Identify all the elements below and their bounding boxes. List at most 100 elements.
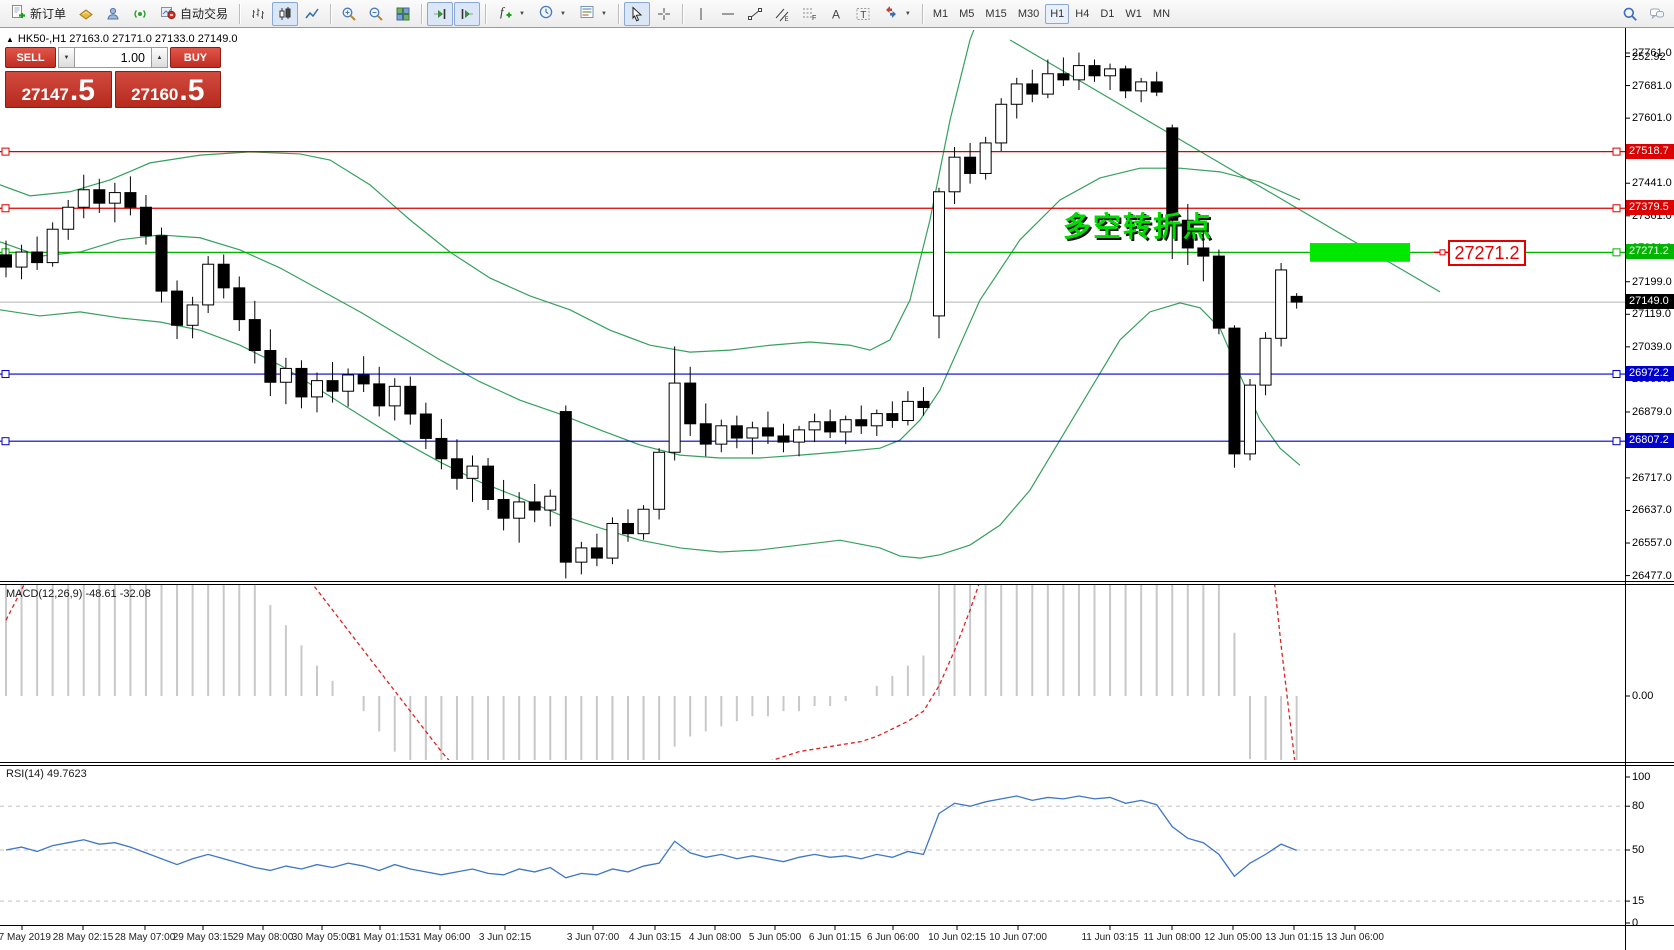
volume-increase-button[interactable]: ▲ — [151, 47, 168, 68]
level-price-label: 26972.2 — [1626, 366, 1674, 382]
volume-stepper: ▼ 1.00 ▲ — [58, 47, 168, 68]
toolbar-separator — [921, 3, 923, 24]
trendline-icon — [747, 6, 763, 22]
zoom-out-button[interactable] — [363, 2, 389, 26]
svg-text:F: F — [812, 15, 816, 22]
sell-price-fraction: .5 — [69, 74, 95, 107]
level-price-label: 27518.7 — [1626, 143, 1674, 159]
timeframe-m30[interactable]: M30 — [1013, 4, 1044, 24]
time-tick: 13 Jun 01:15 — [1265, 932, 1323, 943]
time-tick: 10 Jun 02:15 — [928, 932, 986, 943]
signal-icon — [132, 6, 148, 22]
buy-price-box[interactable]: 27160.5 — [114, 71, 221, 108]
volume-decrease-button[interactable]: ▼ — [58, 47, 75, 68]
cursor-tool-button[interactable] — [623, 1, 650, 26]
fibonacci-icon: F — [801, 6, 817, 22]
one-click-trading-panel: SELL ▼ 1.00 ▲ BUY 27147.5 27160.5 — [5, 47, 221, 108]
time-tick: 28 May 02:15 — [52, 932, 114, 943]
timeframe-m1[interactable]: M1 — [928, 4, 953, 24]
buy-price-main: 27160 — [131, 85, 179, 104]
auto-scroll-button[interactable] — [427, 1, 454, 26]
vertical-line-icon — [693, 6, 709, 22]
indicators-dropdown[interactable]: f ▼ — [491, 2, 531, 26]
crosshair-tool-button[interactable] — [651, 2, 677, 26]
arrows-dropdown[interactable]: ▼ — [877, 2, 917, 26]
candlestick-mode-button[interactable] — [272, 1, 299, 26]
chat-button[interactable] — [1644, 2, 1670, 26]
buy-button[interactable]: BUY — [170, 47, 221, 68]
timeframe-d1[interactable]: D1 — [1095, 4, 1119, 24]
toolbar-separator — [485, 3, 487, 24]
timeframe-h1[interactable]: H1 — [1045, 3, 1070, 24]
autotrading-icon — [160, 4, 176, 23]
rsi-tick: 100 — [1632, 771, 1651, 783]
time-tick: 5 Jun 05:00 — [748, 932, 802, 943]
symbol-ohlc-text: HK50-,H1 27163.0 27171.0 27133.0 27149.0 — [17, 33, 238, 45]
chart-shift-button[interactable] — [454, 1, 481, 26]
volume-value[interactable]: 1.00 — [75, 47, 151, 68]
text-label-icon: T — [855, 6, 871, 22]
level-price-label: 27379.5 — [1626, 200, 1674, 216]
periods-icon — [538, 4, 554, 23]
toolbar-separator — [681, 3, 683, 24]
new-order-button[interactable]: 新订单 — [4, 2, 72, 26]
market-watch-button[interactable] — [73, 2, 99, 26]
time-tick: 29 May 03:15 — [172, 932, 234, 943]
annotation-text[interactable]: 多空转折点 — [1063, 211, 1214, 242]
sell-button[interactable]: SELL — [5, 47, 56, 68]
vertical-line-tool-button[interactable] — [688, 2, 714, 26]
rsi-tick: 0 — [1632, 917, 1639, 929]
channel-tool-button[interactable]: E — [769, 2, 795, 26]
horizontal-line-icon — [720, 6, 736, 22]
price-tick: 26477.0 — [1632, 569, 1672, 582]
time-tick: 11 Jun 08:00 — [1143, 932, 1201, 943]
timeframe-m15[interactable]: M15 — [980, 4, 1011, 24]
price-tick: 26637.0 — [1632, 504, 1672, 517]
trendline-tool-button[interactable] — [742, 2, 768, 26]
autotrading-button[interactable]: 自动交易 — [154, 2, 234, 26]
timeframe-w1[interactable]: W1 — [1120, 4, 1147, 24]
level-price-label: 26807.2 — [1626, 433, 1674, 449]
bar-chart-mode-button[interactable] — [245, 2, 271, 26]
toolbar-separator — [617, 3, 619, 24]
indicators-icon: f — [497, 4, 513, 23]
current-price-label: 27149.0 — [1626, 294, 1674, 310]
signals-button[interactable] — [127, 2, 153, 26]
svg-text:T: T — [860, 9, 866, 20]
main-toolbar: 新订单 自动交易 f ▼ ▼ ▼ E F A T ▼ — [0, 0, 1674, 28]
chat-icon — [1649, 6, 1665, 22]
pivot-price-label[interactable]: 27271.2 — [1448, 240, 1526, 267]
tile-windows-button[interactable] — [390, 2, 416, 26]
price-tick: 27441.0 — [1632, 177, 1672, 190]
sell-price-box[interactable]: 27147.5 — [5, 71, 112, 108]
time-tick: 3 Jun 02:15 — [478, 932, 532, 943]
fibonacci-tool-button[interactable]: F — [796, 2, 822, 26]
periods-dropdown[interactable]: ▼ — [532, 2, 572, 26]
auto-scroll-icon — [432, 6, 448, 22]
timeframe-h4[interactable]: H4 — [1070, 4, 1094, 24]
new-order-icon — [10, 4, 26, 23]
search-button[interactable] — [1617, 2, 1643, 26]
price-tick: 27761.0 — [1632, 46, 1672, 59]
timeframe-m5[interactable]: M5 — [954, 4, 979, 24]
svg-text:A: A — [832, 7, 840, 21]
time-tick: 29 May 08:00 — [232, 932, 294, 943]
price-tick: 27199.0 — [1632, 275, 1672, 288]
horizontal-line-tool-button[interactable] — [715, 2, 741, 26]
text-label-tool-button[interactable]: T — [850, 2, 876, 26]
zoom-in-button[interactable] — [336, 2, 362, 26]
text-tool-button[interactable]: A — [823, 2, 849, 26]
buy-price-fraction: .5 — [179, 74, 205, 107]
time-tick: 12 Jun 05:00 — [1204, 932, 1262, 943]
price-tick: 27681.0 — [1632, 79, 1672, 92]
line-chart-mode-button[interactable] — [299, 2, 325, 26]
autotrading-label: 自动交易 — [180, 7, 229, 21]
new-order-label: 新订单 — [30, 7, 67, 21]
templates-dropdown[interactable]: ▼ — [573, 2, 613, 26]
price-tick: 26717.0 — [1632, 471, 1672, 484]
profile-button[interactable] — [100, 2, 126, 26]
chart-header: ▲ HK50-,H1 27163.0 27171.0 27133.0 27149.… — [6, 33, 238, 45]
timeframe-mn[interactable]: MN — [1148, 4, 1175, 24]
zoom-in-icon — [341, 6, 357, 22]
